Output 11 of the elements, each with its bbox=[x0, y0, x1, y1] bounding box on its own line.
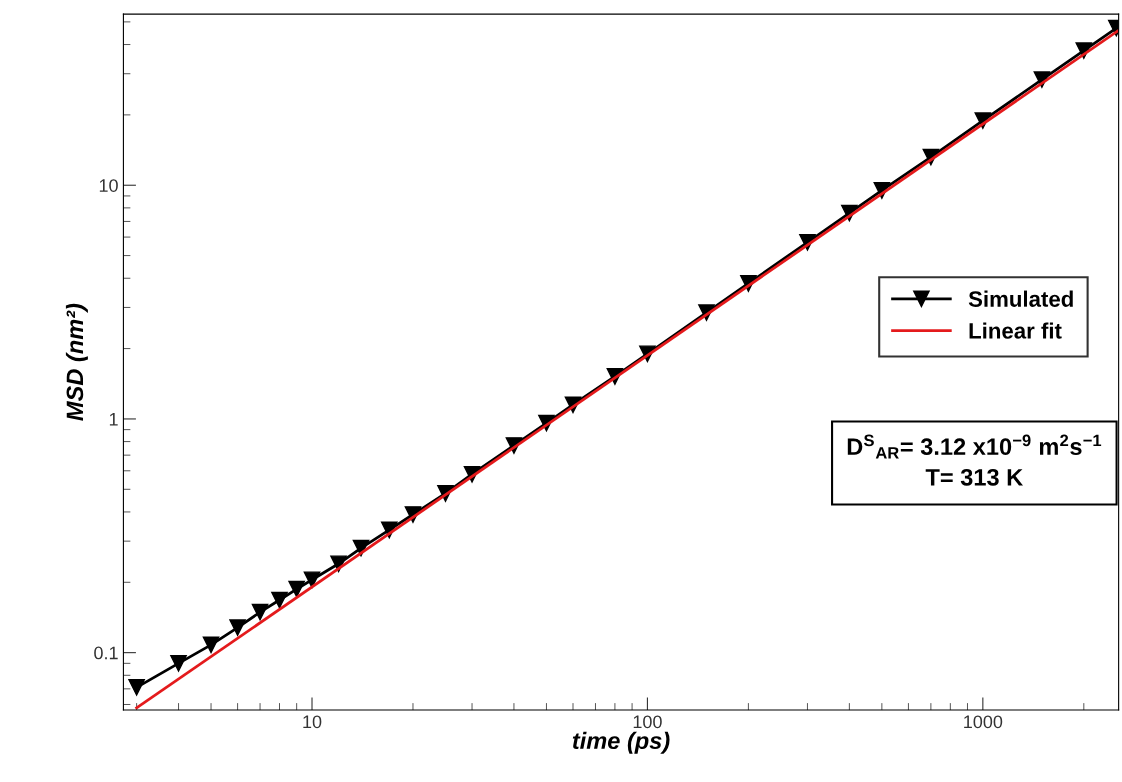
y-tick-label: 1 bbox=[109, 413, 118, 426]
x-tick-label: 1000 bbox=[964, 715, 1003, 729]
y-tick-label: 0.1 bbox=[94, 646, 118, 660]
y-axis-title: MSD (nm²) bbox=[65, 303, 88, 421]
x-axis-title: time (ps) bbox=[572, 731, 670, 754]
text: D$^{S}$$_{AR}$= 3.12 x10$^{−9}$ m$^{2}$s$^{−1}$ T= 313 K bbox=[847, 434, 1102, 486]
legend-label: Simulated bbox=[968, 290, 1073, 307]
x-tick-label: 100 bbox=[633, 715, 662, 729]
y-tick-label: 10 bbox=[99, 179, 118, 192]
legend-label: Linear fit bbox=[969, 322, 1062, 339]
x-tick-label: 10 bbox=[303, 715, 322, 729]
